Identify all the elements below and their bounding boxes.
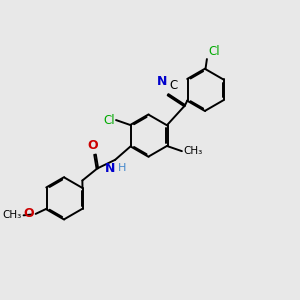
Text: C: C (169, 80, 178, 92)
Text: Cl: Cl (103, 114, 115, 127)
Text: CH₃: CH₃ (3, 210, 22, 220)
Text: Cl: Cl (208, 45, 220, 58)
Text: N: N (105, 162, 115, 175)
Text: H: H (118, 163, 126, 173)
Text: CH₃: CH₃ (183, 146, 202, 156)
Text: O: O (24, 207, 34, 220)
Text: N: N (157, 75, 167, 88)
Text: O: O (87, 139, 98, 152)
